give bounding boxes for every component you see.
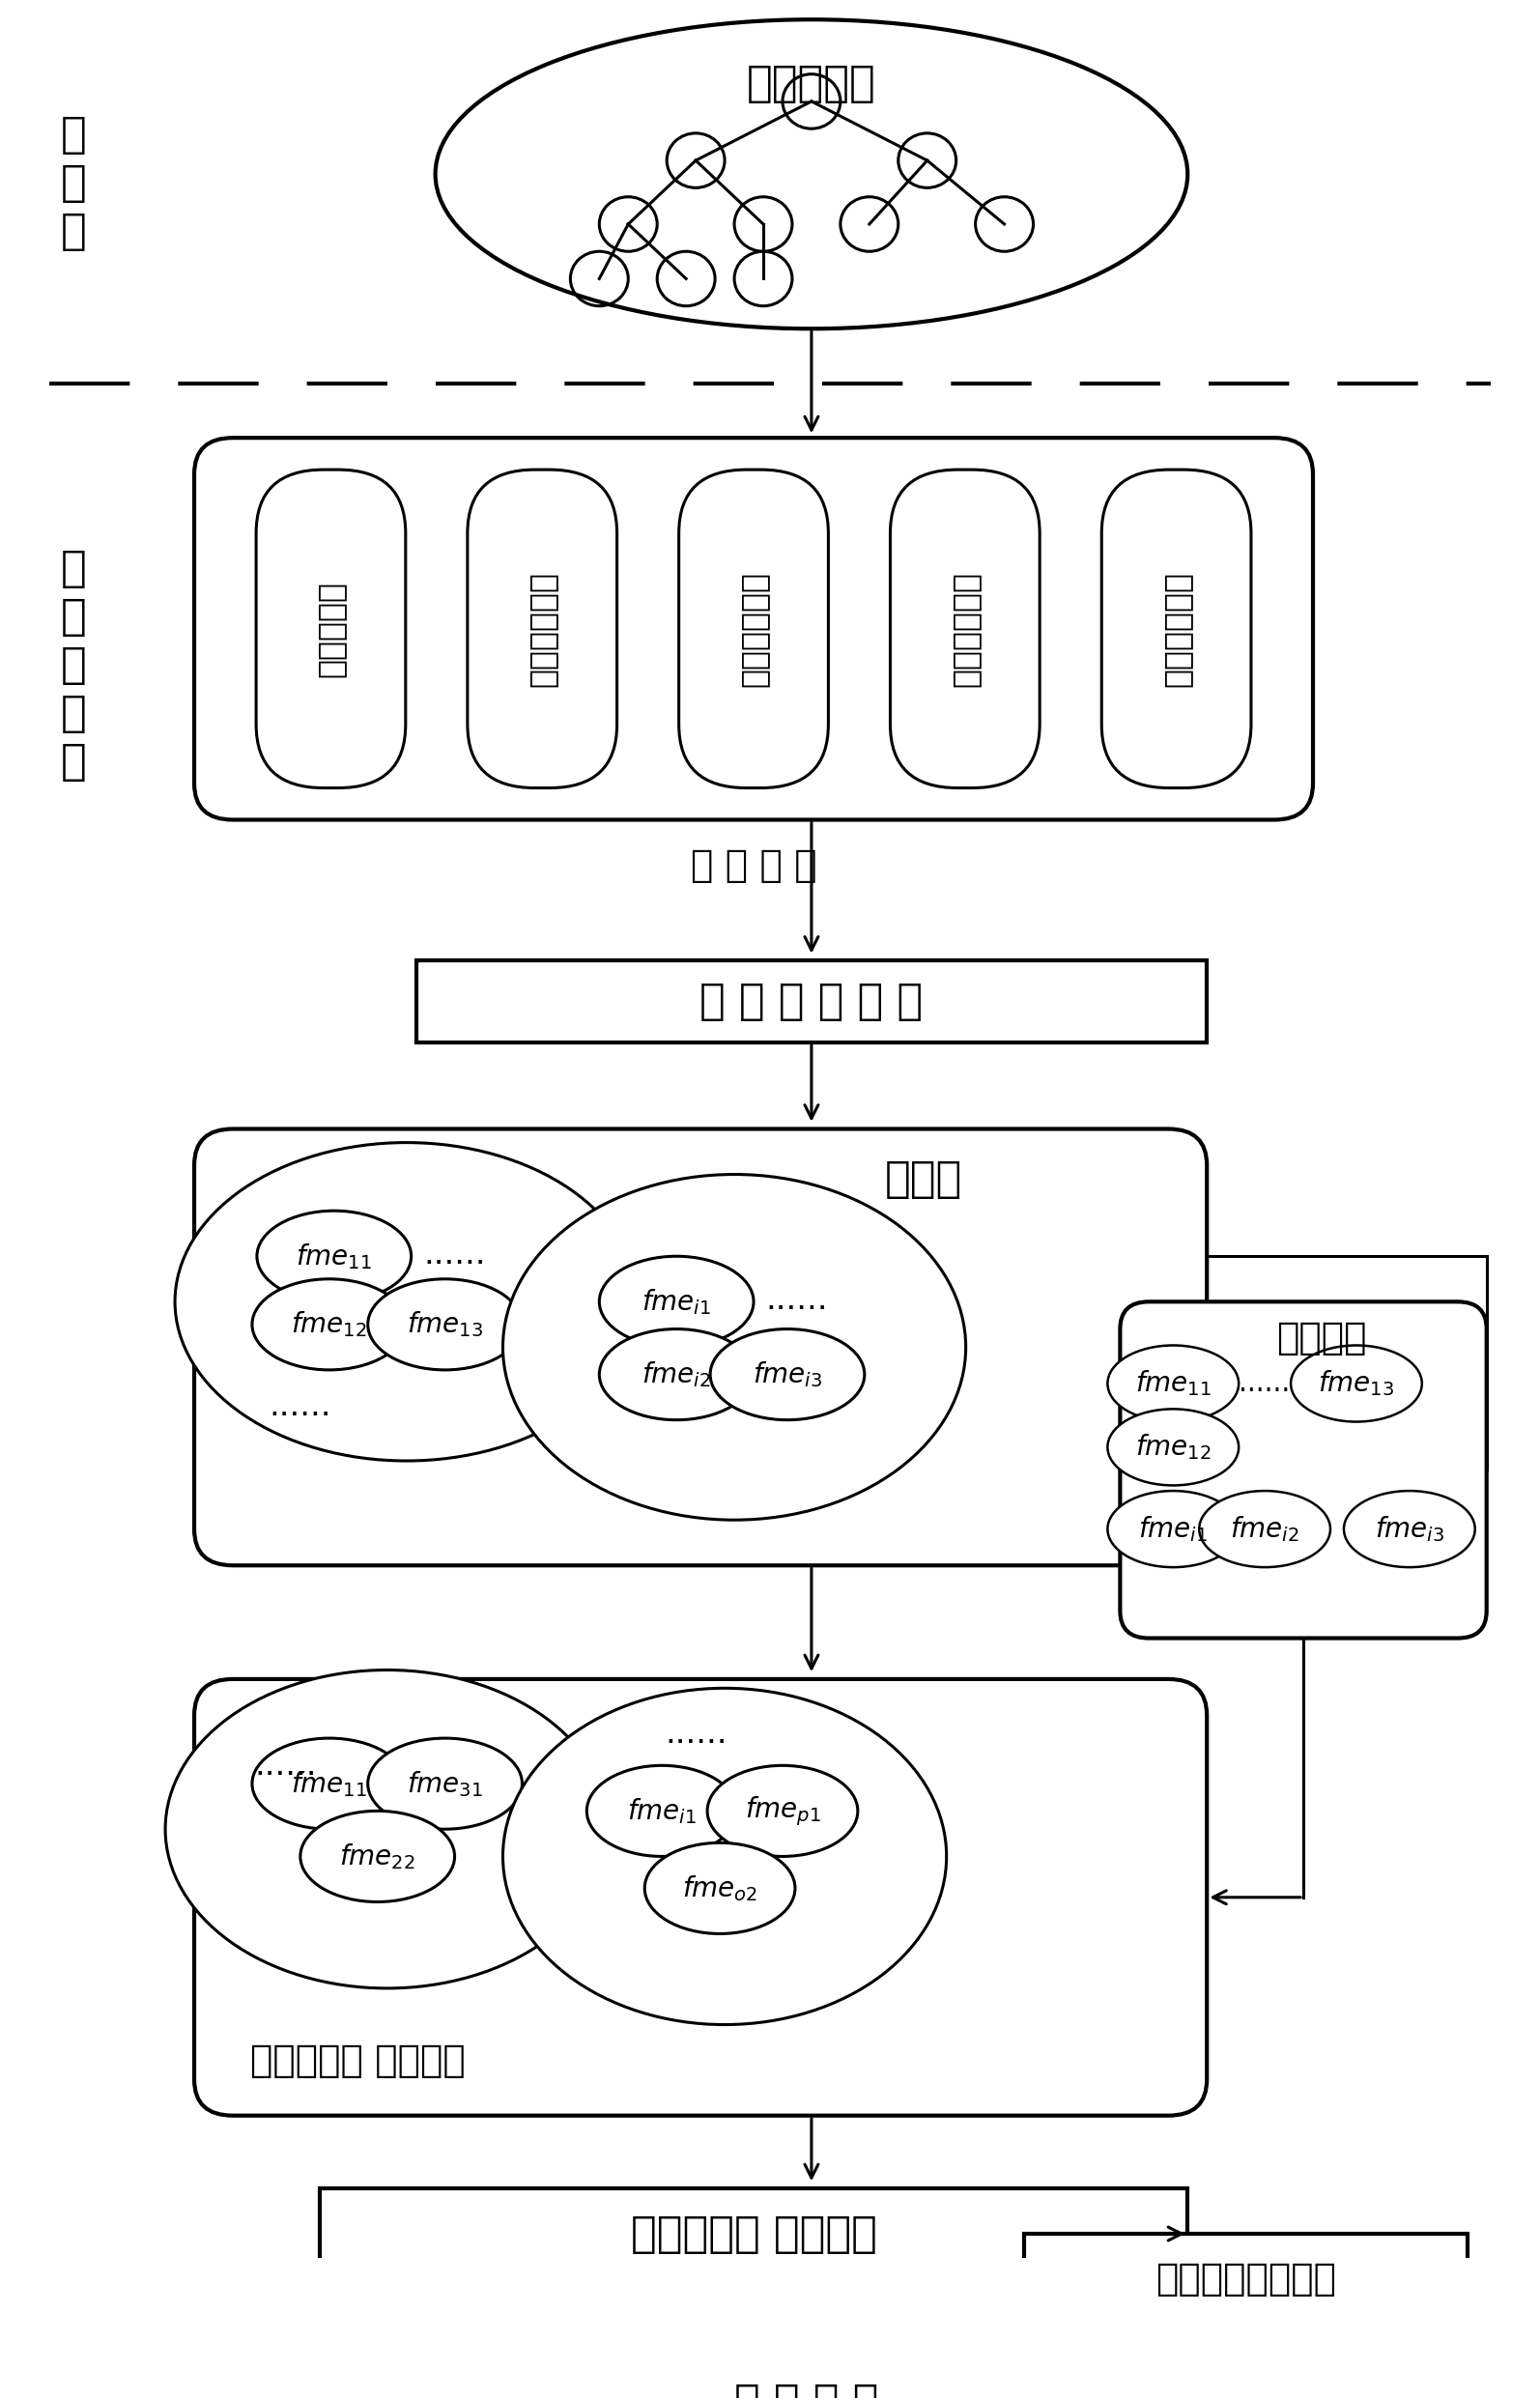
Text: $fme_{13}$: $fme_{13}$ — [407, 1309, 484, 1340]
Ellipse shape — [587, 1765, 738, 1856]
Ellipse shape — [1344, 1492, 1475, 1568]
Ellipse shape — [300, 1810, 454, 1902]
Text: $fme_{p1}$: $fme_{p1}$ — [744, 1794, 821, 1827]
Ellipse shape — [253, 1739, 407, 1830]
Ellipse shape — [645, 1842, 795, 1933]
Text: 定形尺寸链表: 定形尺寸链表 — [738, 571, 770, 686]
Text: 加工元: 加工元 — [884, 1158, 962, 1199]
Text: 缸 体 特 征 信 息: 缸 体 特 征 信 息 — [699, 981, 922, 1022]
Text: ......: ...... — [1240, 1369, 1291, 1398]
FancyBboxPatch shape — [679, 470, 829, 789]
Text: $fme_{12}$: $fme_{12}$ — [1135, 1432, 1210, 1463]
Ellipse shape — [1107, 1410, 1238, 1484]
Text: $fme_{i1}$: $fme_{i1}$ — [1138, 1513, 1207, 1544]
Ellipse shape — [1291, 1345, 1421, 1422]
Text: ......: ...... — [254, 1751, 317, 1782]
Ellipse shape — [1200, 1492, 1331, 1568]
Bar — [416, 962, 1207, 1043]
Text: $fme_{i2}$: $fme_{i2}$ — [1230, 1513, 1300, 1544]
Text: 加工元聚类 组合原则: 加工元聚类 组合原则 — [251, 2043, 465, 2079]
Text: 特
征
属
性
层: 特 征 属 性 层 — [60, 549, 86, 782]
Text: 遗传模拟退火算法: 遗传模拟退火算法 — [1155, 2261, 1335, 2297]
Text: 特
征
层: 特 征 层 — [60, 115, 86, 252]
FancyBboxPatch shape — [194, 439, 1314, 820]
Text: $fme_{11}$: $fme_{11}$ — [296, 1242, 373, 1271]
Text: ......: ...... — [765, 1283, 829, 1317]
FancyBboxPatch shape — [194, 1679, 1207, 2115]
Text: ......: ...... — [270, 1391, 331, 1422]
Text: 定位尺寸链表: 定位尺寸链表 — [527, 571, 557, 686]
Ellipse shape — [504, 1688, 947, 2024]
Ellipse shape — [165, 1669, 608, 1988]
Text: 加工元排序 排序规则: 加工元排序 排序规则 — [630, 2213, 876, 2254]
Text: 排 序 结 果: 排 序 结 果 — [735, 2381, 879, 2398]
FancyBboxPatch shape — [551, 2352, 1063, 2398]
Ellipse shape — [1107, 1345, 1238, 1422]
Ellipse shape — [253, 1278, 407, 1369]
Ellipse shape — [368, 1739, 522, 1830]
Text: $fme_{31}$: $fme_{31}$ — [407, 1770, 484, 1798]
Ellipse shape — [504, 1175, 966, 1520]
Text: ......: ...... — [424, 1237, 485, 1271]
FancyBboxPatch shape — [1120, 1302, 1486, 1638]
Text: $fme_{11}$: $fme_{11}$ — [1135, 1369, 1212, 1398]
FancyBboxPatch shape — [468, 470, 618, 789]
Bar — [320, 2189, 1187, 2278]
Ellipse shape — [176, 1141, 638, 1460]
Text: 加工方法链表: 加工方法链表 — [1161, 571, 1192, 686]
Text: $fme_{11}$: $fme_{11}$ — [291, 1770, 368, 1798]
FancyBboxPatch shape — [1101, 470, 1250, 789]
Bar — [1024, 2235, 1468, 2324]
FancyBboxPatch shape — [890, 470, 1040, 789]
Text: $fme_{i3}$: $fme_{i3}$ — [753, 1360, 822, 1388]
Text: $fme_{o2}$: $fme_{o2}$ — [682, 1873, 758, 1904]
Ellipse shape — [707, 1765, 858, 1856]
Ellipse shape — [599, 1257, 753, 1348]
Text: 特征二叉树: 特征二叉树 — [747, 62, 876, 103]
Text: $fme_{22}$: $fme_{22}$ — [339, 1842, 416, 1870]
Text: $fme_{13}$: $fme_{13}$ — [1318, 1369, 1395, 1398]
Text: 特征附属性表: 特征附属性表 — [949, 571, 981, 686]
Ellipse shape — [599, 1328, 753, 1420]
Text: $fme_{i2}$: $fme_{i2}$ — [642, 1360, 711, 1388]
Ellipse shape — [1107, 1492, 1238, 1568]
Text: ......: ...... — [665, 1717, 727, 1751]
Ellipse shape — [257, 1211, 411, 1302]
FancyBboxPatch shape — [194, 1129, 1207, 1566]
FancyBboxPatch shape — [256, 470, 405, 789]
Ellipse shape — [710, 1328, 864, 1420]
Text: $fme_{12}$: $fme_{12}$ — [291, 1309, 367, 1340]
Text: $fme_{i3}$: $fme_{i3}$ — [1375, 1513, 1445, 1544]
Text: 特 征 属 性: 特 征 属 性 — [690, 846, 816, 885]
Text: 过程特征: 过程特征 — [1277, 1319, 1368, 1357]
Text: $fme_{i1}$: $fme_{i1}$ — [642, 1288, 711, 1317]
Text: $fme_{i1}$: $fme_{i1}$ — [627, 1796, 696, 1825]
Ellipse shape — [368, 1278, 522, 1369]
Text: 特征主属性: 特征主属性 — [314, 580, 347, 676]
Ellipse shape — [436, 19, 1187, 329]
